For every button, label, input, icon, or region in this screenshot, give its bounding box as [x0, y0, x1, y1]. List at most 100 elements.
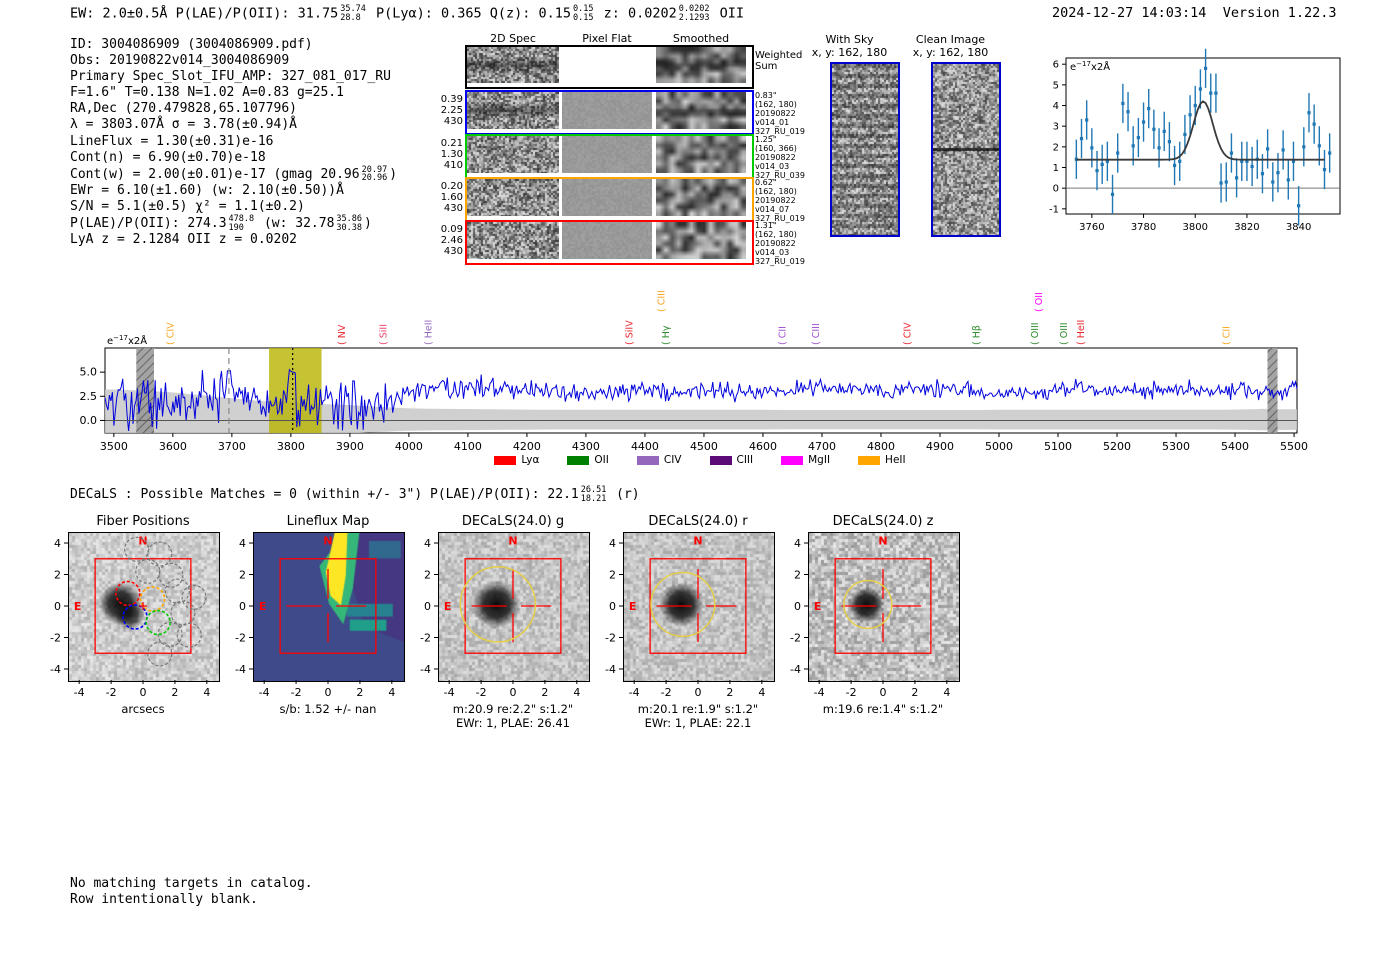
cutout-ytick: -2 — [790, 631, 801, 644]
spectrum-xtick: 4200 — [513, 440, 541, 453]
emission-line-label-civ: ( CIV — [903, 322, 914, 345]
inset-ytick: 1 — [1053, 163, 1059, 174]
sky-panel-title: Clean Image — [915, 33, 986, 46]
footer-notes: No matching targets in catalog. Row inten… — [70, 876, 313, 907]
info-line-text: LyA z = 2.1284 OII z = 0.0202 — [70, 232, 297, 248]
row-left-label: 430 — [443, 116, 463, 127]
info-line: LyA z = 2.1284 OII z = 0.0202 — [70, 232, 397, 248]
row-left-label: 0.20 — [440, 181, 463, 192]
row-left-label: 0.21 — [440, 138, 463, 149]
info-line: Cont(n) = 6.90(±0.70)e-18 — [70, 150, 397, 166]
legend-label: MgII — [808, 454, 831, 466]
spectrum-xtick: 4400 — [631, 440, 659, 453]
spec2d-strip-smooth — [656, 222, 746, 259]
spec2d-strip-smooth — [656, 47, 746, 83]
cutout-ytick: 4 — [54, 537, 61, 550]
emission-line-label-heii: ( HeII — [1076, 320, 1087, 345]
inset-ytick: 4 — [1053, 101, 1059, 112]
info-line-text: λ = 3803.07Å σ = 3.78(±0.94)Å — [70, 117, 297, 133]
cutout-ytick: 2 — [794, 569, 801, 582]
spec2d-row-left-labels: 0.21 1.30 410 — [431, 138, 463, 171]
spec2d-panel: 2D Spec Pixel Flat Smoothed Weighted Sum 0.39… — [441, 30, 805, 270]
spectrum-xtick: 4700 — [808, 440, 836, 453]
emission-line-label-siii: ( SiII — [379, 324, 390, 345]
info-line-text: Cont(w) = 2.00(±0.01)e-17 (gmag 20.96 — [70, 166, 360, 182]
decals-line-text: DECaLS : Possible Matches = 0 (within +/… — [70, 487, 579, 502]
spectrum-ytick: 5.0 — [80, 366, 98, 379]
detection-info-block: ID: 3004086909 (3004086909.pdf) Obs: 2019… — [70, 37, 397, 248]
info-line-text: P(LAE)/P(OII): 274.3 — [70, 216, 227, 232]
spec2d-strip-noise — [467, 179, 559, 216]
cutout-image-fiber — [68, 532, 220, 682]
top-summary-fraction: 0.15 0.15 — [573, 4, 594, 23]
spec2d-strip-white — [562, 47, 652, 83]
spectrum-xtick: 3500 — [100, 440, 128, 453]
row-right-label: 0.83" — [755, 91, 777, 100]
info-line-text: Cont(n) = 6.90(±0.70)e-18 — [70, 149, 266, 165]
cutout-title: Fiber Positions — [96, 514, 190, 529]
row-right-label: 327_RU_019 — [755, 127, 805, 136]
full-spectrum-plot: 0.0 2.5 5.0 3500 3600 3700 3800 3900 4000 4100 420… — [0, 270, 1400, 466]
row-left-label: 2.25 — [440, 105, 463, 116]
info-line-text: RA,Dec (270.479828,65.107796) — [70, 101, 297, 117]
sky-image-panels: With Sky x, y: 162, 180 Clean Image x, y: 1… — [812, 33, 1025, 243]
spec2d-strip-flat — [562, 179, 652, 216]
cutout-ytick: 4 — [424, 537, 431, 550]
cutout-ytick: -2 — [605, 631, 616, 644]
legend-item: HeII — [858, 454, 906, 466]
legend-item: CIV — [636, 454, 682, 466]
inset-units-annotation: e−17x2Å — [1070, 60, 1110, 73]
info-line-text: LineFlux = 1.30(±0.31)e-16 — [70, 133, 274, 149]
row-left-label: 0.09 — [440, 224, 463, 235]
info-line-text: (w: 32.78 — [256, 216, 335, 232]
spec2d-strip-noise — [467, 136, 559, 173]
spectrum-xtick: 3600 — [159, 440, 187, 453]
info-line: P(LAE)/P(OII): 274.3 478.8 190 (w: 32.78 35… — [70, 215, 397, 232]
row-right-label: v014_03 — [755, 248, 790, 257]
cutout-xtick: -2 — [661, 686, 672, 699]
cutout-xtick: -2 — [291, 686, 302, 699]
inset-ytick: 5 — [1053, 80, 1059, 91]
spacer — [1206, 5, 1222, 21]
top-summary-text: z: 0.0202 — [595, 5, 677, 22]
spec2d-row-left-labels: 0.39 2.25 430 — [431, 94, 463, 127]
emission-line-label-ciii: ( CIII — [811, 323, 822, 345]
spectrum-units-annotation: e−17x2Å — [107, 334, 147, 347]
decals-match-line: DECaLS : Possible Matches = 0 (within +/… — [70, 486, 640, 503]
spectrum-xtick: 3800 — [277, 440, 305, 453]
cutout-image-decalsz — [808, 532, 960, 682]
info-line: Obs: 20190822v014_3004086909 — [70, 53, 397, 69]
cutout-xtick: -4 — [814, 686, 825, 699]
report-datetime-version: 2024-12-27 14:03:14 Version 1.22.3 — [1052, 5, 1337, 21]
cutout-ytick: 0 — [54, 600, 61, 613]
top-summary-fraction: 0.0202 2.1293 — [678, 4, 710, 23]
top-summary-text: EW: 2.0±0.5Å — [70, 5, 176, 22]
cutout-xtick: 2 — [726, 686, 733, 699]
spectrum-xtick: 5000 — [985, 440, 1013, 453]
spec2d-strip-smooth — [656, 136, 746, 173]
emission-line-label-nv: ( NV — [337, 324, 348, 345]
spectrum-xtick: 5200 — [1103, 440, 1131, 453]
spectrum-xtick: 4600 — [749, 440, 777, 453]
spec2d-strip-noise — [467, 222, 559, 259]
sky-panel-subtitle: x, y: 162, 180 — [912, 46, 989, 59]
spec2d-row-left-labels: 0.09 2.46 430 — [431, 224, 463, 257]
info-line: EWr = 6.10(±1.60) (w: 2.10(±0.50))Å — [70, 183, 397, 199]
spectrum-xtick: 4500 — [690, 440, 718, 453]
info-line: ID: 3004086909 (3004086909.pdf) — [70, 37, 397, 53]
emission-line-label-civ: ( CIV — [166, 322, 177, 345]
cutout-ytick: 0 — [239, 600, 246, 613]
inset-ytick: 3 — [1053, 122, 1059, 133]
spec2d-col-header: Pixel Flat — [582, 32, 632, 45]
info-line: λ = 3803.07Å σ = 3.78(±0.94)Å — [70, 117, 397, 133]
spec2d-strip-noise — [467, 92, 559, 129]
spec2d-col-header: 2D Spec — [490, 32, 536, 45]
row-right-label: 20190822 — [755, 109, 796, 118]
emission-line-label-hβ: ( Hβ — [972, 325, 983, 345]
row-right-label: 0.62" — [755, 178, 777, 187]
info-line: Primary Spec_Slot_IFU_AMP: 327_081_017_R… — [70, 69, 397, 85]
row-right-label: (162, 180) — [755, 187, 797, 196]
report-version: Version 1.22.3 — [1222, 5, 1337, 21]
spectrum-xtick: 5400 — [1221, 440, 1249, 453]
